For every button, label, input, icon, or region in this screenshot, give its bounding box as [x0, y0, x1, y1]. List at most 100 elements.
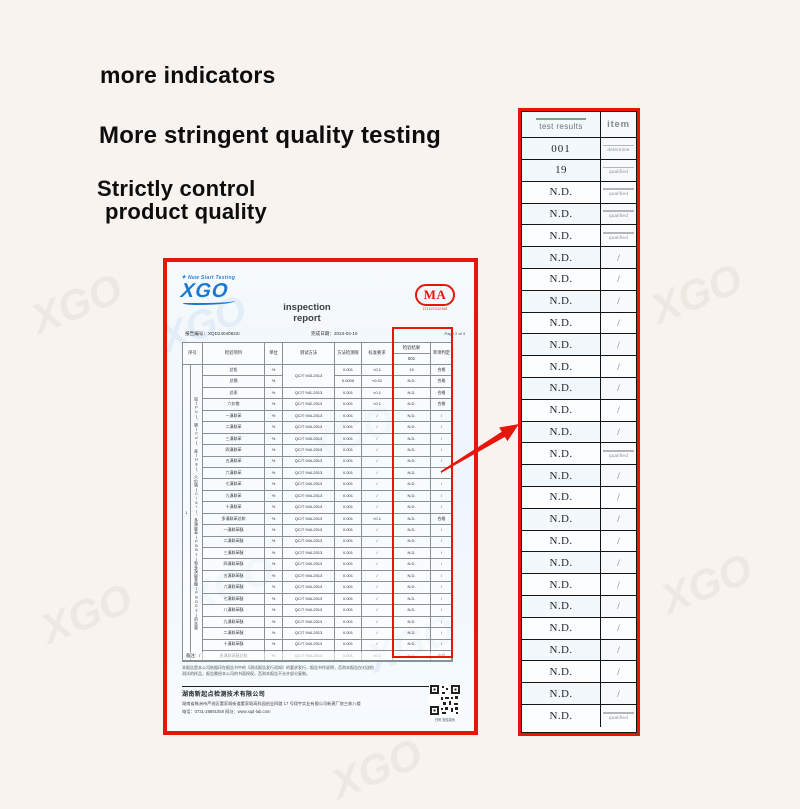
panel-verdict-cell: / [600, 530, 636, 552]
table-row: 一溴联苯% QC/T 944-2013 0.001/N.D. / [183, 409, 453, 423]
verdict-slash: / [617, 405, 620, 416]
verdict-cell: 合格 [430, 363, 453, 377]
panel-result-row: N.D. / [522, 290, 636, 313]
verdict-cell: / [430, 638, 453, 651]
table-row: 七溴联苯% QC/T 944-2013 0.001/N.D. / [183, 478, 453, 491]
standard-cell: <0.01 [361, 375, 393, 388]
company-block: 湖南新起点检测技术有限公司 湖南省株洲市芦淞区董家塅街道董家塅高科园创业四路 1… [182, 686, 432, 715]
item-cell: 总镉 [202, 375, 265, 388]
unit-cell: % [264, 398, 283, 411]
seq-cell: 1 [182, 363, 191, 663]
verdict-cell: / [430, 604, 453, 617]
col-header-method: 测试方法 [282, 342, 335, 365]
panel-result-row: N.D. qualified [522, 704, 636, 727]
table-row: 五溴联苯醚% QC/T 944-2013 0.001/N.D. / [183, 569, 453, 583]
standard-cell: / [361, 558, 393, 571]
table-row: 八溴联苯醚% QC/T 944-2013 0.001/N.D. / [183, 604, 453, 617]
verdict-slash: / [617, 296, 620, 307]
item-cell: 五溴联苯醚 [202, 569, 265, 583]
panel-result-cell: N.D. [522, 247, 600, 268]
unit-cell: % [264, 615, 283, 629]
background-watermark: XGO [34, 574, 139, 653]
background-watermark: XGO [644, 254, 749, 333]
table-row: 三溴联苯% QC/T 944-2013 0.001/N.D. / [183, 432, 453, 446]
verdict-qualified: qualified [609, 714, 628, 720]
result-value: N.D. [549, 229, 573, 242]
limit-cell: 0.001 [334, 432, 362, 446]
panel-result-cell: N.D. [522, 268, 600, 290]
table-row: 十溴联苯% QC/T 944-2013 0.001/N.D. / [183, 501, 453, 514]
result-value: N.D. [549, 207, 573, 220]
verdict-cell: / [430, 478, 453, 491]
result-value: N.D. [549, 622, 573, 635]
method-cell: QC/T 944-2013 [282, 638, 335, 651]
verdict-cell: / [430, 489, 453, 503]
cma-number: 221622342368 [422, 307, 448, 311]
panel-verdict-cell: / [600, 377, 636, 399]
verdict-qualified: qualified [609, 169, 628, 175]
result-value: N.D. [549, 447, 573, 460]
panel-result-row: N.D. / [522, 661, 636, 684]
unit-cell: % [264, 604, 283, 617]
unit-cell: % [264, 489, 283, 503]
standard-cell: / [361, 455, 393, 468]
result-cell: N.D. [392, 398, 431, 411]
panel-result-row: N.D. / [522, 334, 636, 357]
item-cell: 一溴联苯醚 [202, 524, 265, 537]
result-cell: N.D. [392, 604, 431, 617]
verdict-qualified: qualified [609, 212, 628, 218]
unit-cell: % [264, 501, 283, 514]
verdict-cell: / [430, 558, 453, 571]
group-label-cell: 铅(Pb)、镉(Cd)、汞(Hg)、六价铬(Cr6+)、多溴联苯(PBBs)和多… [190, 363, 203, 663]
result-value: N.D. [549, 382, 573, 395]
verdict-slash: / [617, 492, 620, 503]
panel-result-row: N.D. / [522, 377, 636, 400]
unit-cell: % [264, 466, 283, 480]
verdict-slash: / [617, 274, 620, 285]
method-cell: QC/T 944-2013 [282, 615, 335, 629]
item-cell: 总铅 [202, 363, 265, 377]
panel-result-cell: 19 [522, 160, 600, 181]
result-cell: N.D. [392, 466, 431, 480]
verdict-cell: / [430, 501, 453, 514]
panel-header-item: item [600, 112, 636, 137]
panel-result-cell: N.D. [522, 334, 600, 356]
verdict-slash: / [617, 557, 620, 568]
table-row: 三溴联苯醚% QC/T 944-2013 0.001/N.D. / [183, 546, 453, 560]
standard-cell: / [361, 569, 393, 583]
table-row: 四溴联苯醚% QC/T 944-2013 0.001/N.D. / [183, 558, 453, 571]
limit-cell: 0.001 [334, 386, 362, 400]
standard-cell: / [361, 489, 393, 503]
result-value: N.D. [549, 425, 573, 438]
item-cell: 三溴联苯醚 [202, 546, 265, 560]
translate-artifact-bar [603, 711, 634, 714]
method-cell: QC/T 944-2013 [282, 466, 335, 480]
limit-cell: 0.001 [334, 363, 362, 377]
result-cell: N.D. [392, 592, 431, 606]
result-cell: 19 [392, 363, 431, 377]
verdict-slash: / [617, 361, 620, 372]
xgo-logo: ✦ New Start Testing XGO [180, 274, 271, 305]
method-cell: QC/T 944-2013 [282, 501, 335, 514]
results-column-table: test results item 001 determine 19 qualif… [521, 111, 637, 733]
cma-badge: MA [414, 284, 456, 306]
limit-cell: 0.001 [334, 398, 362, 411]
unit-cell: % [264, 375, 283, 388]
standard-cell: / [361, 501, 393, 514]
panel-result-row: N.D. / [522, 508, 636, 531]
item-cell: 九溴联苯醚 [202, 615, 265, 629]
limit-cell: 0.001 [334, 512, 362, 526]
logo-swoosh [183, 299, 235, 305]
panel-result-row: N.D. / [522, 639, 636, 662]
result-cell: N.D. [392, 512, 431, 526]
panel-result-cell: N.D. [522, 617, 600, 639]
result-cell: N.D. [392, 546, 431, 560]
zoom-arrow-icon [440, 424, 519, 473]
panel-result-row: N.D. / [522, 552, 636, 575]
standard-cell: / [361, 627, 393, 640]
verdict-slash: / [617, 644, 620, 655]
cma-mark: MA 221622342368 [412, 284, 458, 311]
panel-result-row: N.D. qualified [522, 203, 636, 226]
limit-cell: 0.001 [334, 535, 362, 549]
result-cell: N.D. [392, 581, 431, 594]
